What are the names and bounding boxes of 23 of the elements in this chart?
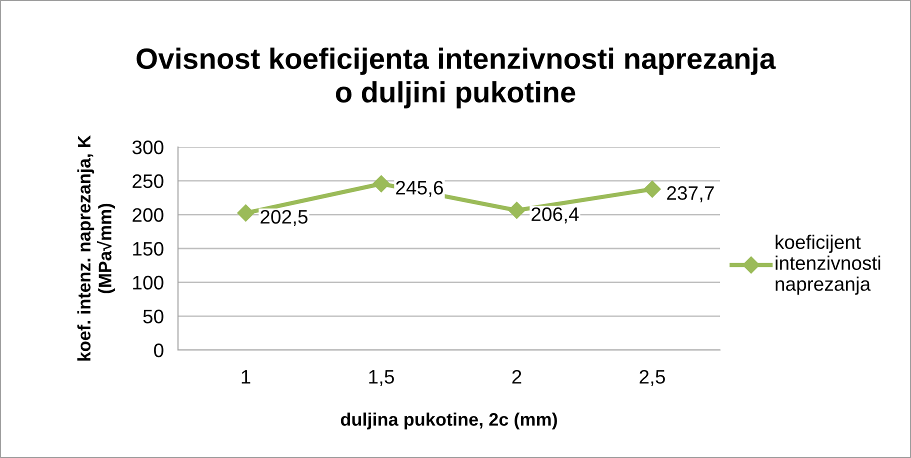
data-label: 237,7 <box>667 186 714 202</box>
y-tick-label: 0 <box>154 343 164 358</box>
y-tick-label: 200 <box>132 208 164 222</box>
point <box>237 204 254 222</box>
y-tick-label: 250 <box>132 174 164 188</box>
point <box>644 180 661 198</box>
data-label: 206,4 <box>532 207 579 224</box>
y-tick-label: 50 <box>143 310 164 324</box>
y-axis-title: koef. intenz. naprezanja, K (MPa√mm) <box>77 135 116 361</box>
chart-title: Ovisnost koeficijenta intenzivnosti naprezanja o duljini pukotine <box>136 48 776 108</box>
legend-label: koeficijent intenzivnosti naprezanja <box>776 234 880 295</box>
y-tick-label: 100 <box>133 276 164 290</box>
x-tick-label: 1 <box>242 370 250 384</box>
point <box>508 202 526 219</box>
y-tick-label: 300 <box>132 140 164 154</box>
x-tick-label: 1,5 <box>369 370 394 386</box>
data-label: 202,5 <box>260 210 308 226</box>
x-tick-label: 2,5 <box>640 370 665 386</box>
point <box>372 175 390 192</box>
x-tick-label: 2 <box>512 370 522 384</box>
x-axis-title: duljina pukotine, 2c (mm) <box>340 412 557 430</box>
data-label: 245,6 <box>396 180 443 197</box>
y-tick-label: 150 <box>133 242 164 256</box>
